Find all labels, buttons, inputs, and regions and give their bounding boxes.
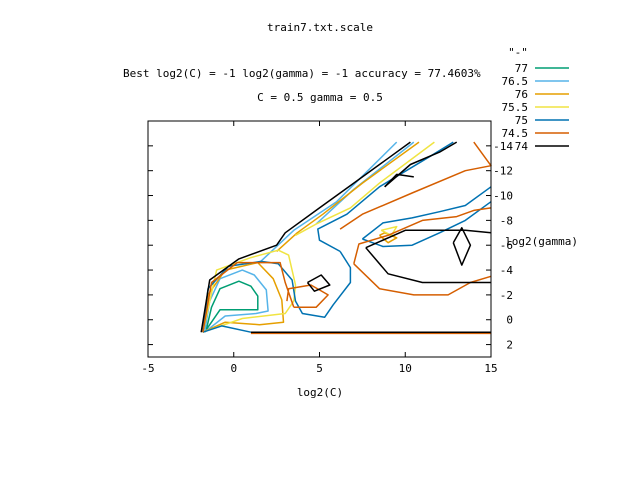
- contour-line: [379, 232, 398, 244]
- contour-line: [452, 227, 472, 266]
- y-tick-label: -6: [500, 239, 513, 252]
- contour-line: [202, 261, 285, 333]
- contour-line: [353, 207, 492, 264]
- y-tick-label: -10: [493, 190, 513, 203]
- contour-line: [202, 249, 297, 333]
- x-tick-label: -5: [141, 362, 154, 375]
- contour-line: [365, 229, 492, 249]
- contour-line: [295, 141, 435, 236]
- y-tick-label: -4: [500, 264, 514, 277]
- plot-frame: [147, 120, 492, 358]
- contour-line: [384, 141, 458, 188]
- y-tick-label: -12: [493, 165, 513, 178]
- contour-line: [258, 141, 398, 264]
- contour-line: [365, 247, 491, 284]
- chart-subtitle-c-gamma: C = 0.5 gamma = 0.5: [257, 91, 383, 104]
- y-tick-label: -8: [500, 214, 513, 227]
- y-tick-label: 2: [506, 339, 513, 352]
- contour-line: [353, 263, 492, 296]
- contour-series-74-5: [202, 141, 492, 335]
- contour-line: [384, 173, 414, 188]
- legend-label: 77: [515, 62, 528, 75]
- legend-label: 75: [515, 114, 528, 127]
- contour-series-74: [200, 141, 492, 333]
- chart-subtitle-best: Best log2(C) = -1 log2(gamma) = -1 accur…: [123, 67, 481, 80]
- contour-series-76: [202, 141, 420, 333]
- contour-series-75: [202, 141, 492, 333]
- contour-line: [202, 261, 295, 333]
- legend-label: 74.5: [502, 127, 529, 140]
- contour-line: [276, 141, 420, 252]
- contour-line: [205, 280, 259, 331]
- contour-line: [315, 141, 415, 225]
- legend-label: 76: [515, 88, 528, 101]
- x-tick-label: 15: [484, 362, 497, 375]
- y-tick-label: -14: [493, 140, 513, 153]
- x-tick-label: 5: [316, 362, 323, 375]
- contour-series-77: [205, 280, 259, 331]
- contour-line: [380, 225, 398, 237]
- x-tick-label: 0: [230, 362, 237, 375]
- contour-line: [362, 201, 492, 248]
- x-axis-label: log2(C): [297, 386, 343, 399]
- contour-line: [306, 274, 331, 292]
- x-axis-ticks: -5 0 5 10 15: [141, 121, 498, 375]
- contour-line: [202, 250, 352, 333]
- legend-label: 76.5: [502, 75, 529, 88]
- legend-label: 74: [515, 140, 529, 153]
- legend-label: 75.5: [502, 101, 529, 114]
- y-axis-label: log2(gamma): [505, 235, 578, 248]
- legend-title: "-": [508, 46, 528, 59]
- chart-title: train7.txt.scale: [267, 21, 373, 34]
- contour-lines: [200, 141, 492, 335]
- contour-line: [200, 141, 411, 333]
- y-tick-label: 0: [506, 314, 513, 327]
- contour-line: [339, 141, 492, 230]
- contour-line: [203, 269, 269, 333]
- y-tick-label: -2: [500, 289, 513, 302]
- y-axis-ticks: -14 -12 -10 -8 -6 -4 -2 0 2: [148, 140, 513, 352]
- contour-line: [361, 186, 492, 240]
- contour-line: [202, 325, 252, 333]
- x-tick-label: 10: [399, 362, 412, 375]
